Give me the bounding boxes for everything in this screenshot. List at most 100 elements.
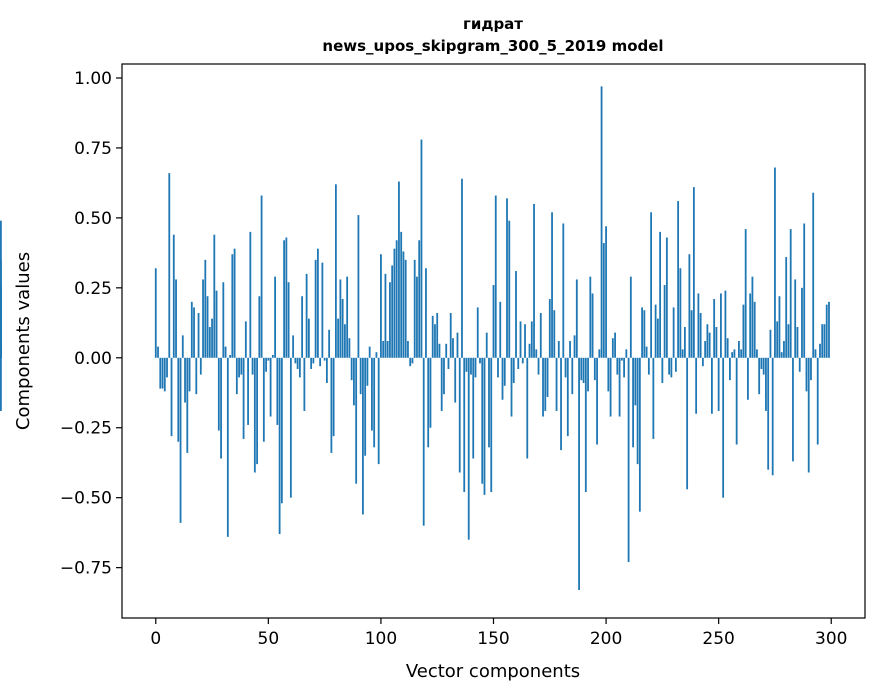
bar: [307, 318, 310, 358]
bar: [501, 357, 504, 400]
bar: [479, 357, 481, 364]
bar: [364, 357, 367, 456]
bar: [350, 357, 353, 381]
bar: [229, 354, 231, 358]
y-tick-label: 0.75: [74, 139, 112, 159]
bar: [465, 357, 468, 372]
bar: [573, 335, 576, 358]
bar: [618, 357, 621, 417]
bar: [269, 357, 272, 417]
bar: [310, 357, 313, 369]
bar: [276, 357, 279, 425]
bar: [548, 299, 551, 358]
y-tick-label: 0.25: [74, 279, 112, 299]
bar: [623, 357, 625, 378]
bar: [614, 332, 616, 358]
bar: [686, 357, 689, 490]
bar: [353, 357, 355, 406]
bar: [357, 215, 360, 358]
bar: [661, 357, 664, 383]
bar: [172, 234, 175, 358]
bar: [510, 357, 513, 417]
bar: [301, 296, 304, 358]
x-tick-label: 0: [150, 629, 161, 649]
bar: [715, 327, 718, 358]
bar: [296, 357, 299, 369]
bar: [593, 357, 596, 381]
bar: [436, 313, 439, 358]
bar: [638, 357, 641, 512]
x-tick-label: 100: [365, 629, 397, 649]
bar: [765, 357, 767, 411]
bar: [253, 357, 256, 473]
bar: [341, 299, 344, 358]
bar: [810, 357, 812, 381]
bar: [492, 285, 495, 358]
bar: [602, 243, 605, 358]
bar: [256, 357, 258, 465]
bar: [821, 324, 824, 358]
bar: [803, 223, 806, 358]
bar: [222, 282, 225, 358]
bar: [485, 332, 488, 358]
bar: [609, 357, 612, 417]
bar: [443, 357, 445, 395]
bar: [389, 282, 391, 358]
bar: [195, 357, 198, 395]
bar: [823, 324, 826, 358]
bar: [692, 187, 695, 358]
bar: [186, 357, 189, 453]
bar: [679, 268, 682, 358]
bar: [650, 212, 653, 358]
bar: [562, 223, 565, 358]
bar: [373, 357, 376, 448]
bar: [785, 257, 788, 358]
bar: [440, 357, 443, 411]
bar: [539, 313, 542, 358]
bar: [560, 357, 562, 451]
bar: [647, 357, 650, 375]
bar: [166, 357, 168, 378]
bar: [154, 268, 157, 358]
bar: [704, 341, 707, 358]
bar: [447, 357, 450, 369]
bar: [643, 310, 646, 358]
bar: [235, 357, 238, 395]
y-axis-ticks: −0.75 −0.50 −0.25 0.00 0.25 0.50 0.75 1.00: [60, 69, 122, 579]
bar: [756, 349, 758, 358]
bar: [542, 357, 544, 417]
bar: [321, 262, 324, 358]
bar: [625, 349, 628, 358]
bar: [677, 201, 680, 358]
bar: [247, 357, 249, 425]
bar: [699, 313, 702, 358]
bar: [769, 329, 772, 358]
bar-series: [0, 86, 830, 591]
bar: [787, 324, 790, 358]
bar: [386, 341, 389, 358]
bar: [476, 307, 479, 358]
bar: [344, 324, 346, 358]
bar: [258, 296, 261, 358]
bar: [303, 357, 306, 411]
bar: [794, 279, 797, 358]
x-tick-label: 200: [590, 629, 622, 649]
bar: [271, 354, 274, 358]
bar: [422, 357, 425, 526]
bar: [434, 324, 436, 358]
bar: [305, 273, 308, 358]
bar: [220, 357, 222, 459]
bar: [524, 324, 526, 358]
bar: [332, 357, 335, 437]
bar: [494, 195, 497, 358]
bar: [292, 335, 295, 358]
bar: [427, 357, 430, 448]
bar: [395, 240, 398, 358]
bar: [298, 357, 301, 378]
bar: [701, 357, 704, 367]
bar: [503, 357, 506, 386]
bar: [681, 349, 684, 358]
bar: [488, 357, 490, 448]
x-tick-label: 300: [815, 629, 847, 649]
bar: [368, 346, 371, 358]
